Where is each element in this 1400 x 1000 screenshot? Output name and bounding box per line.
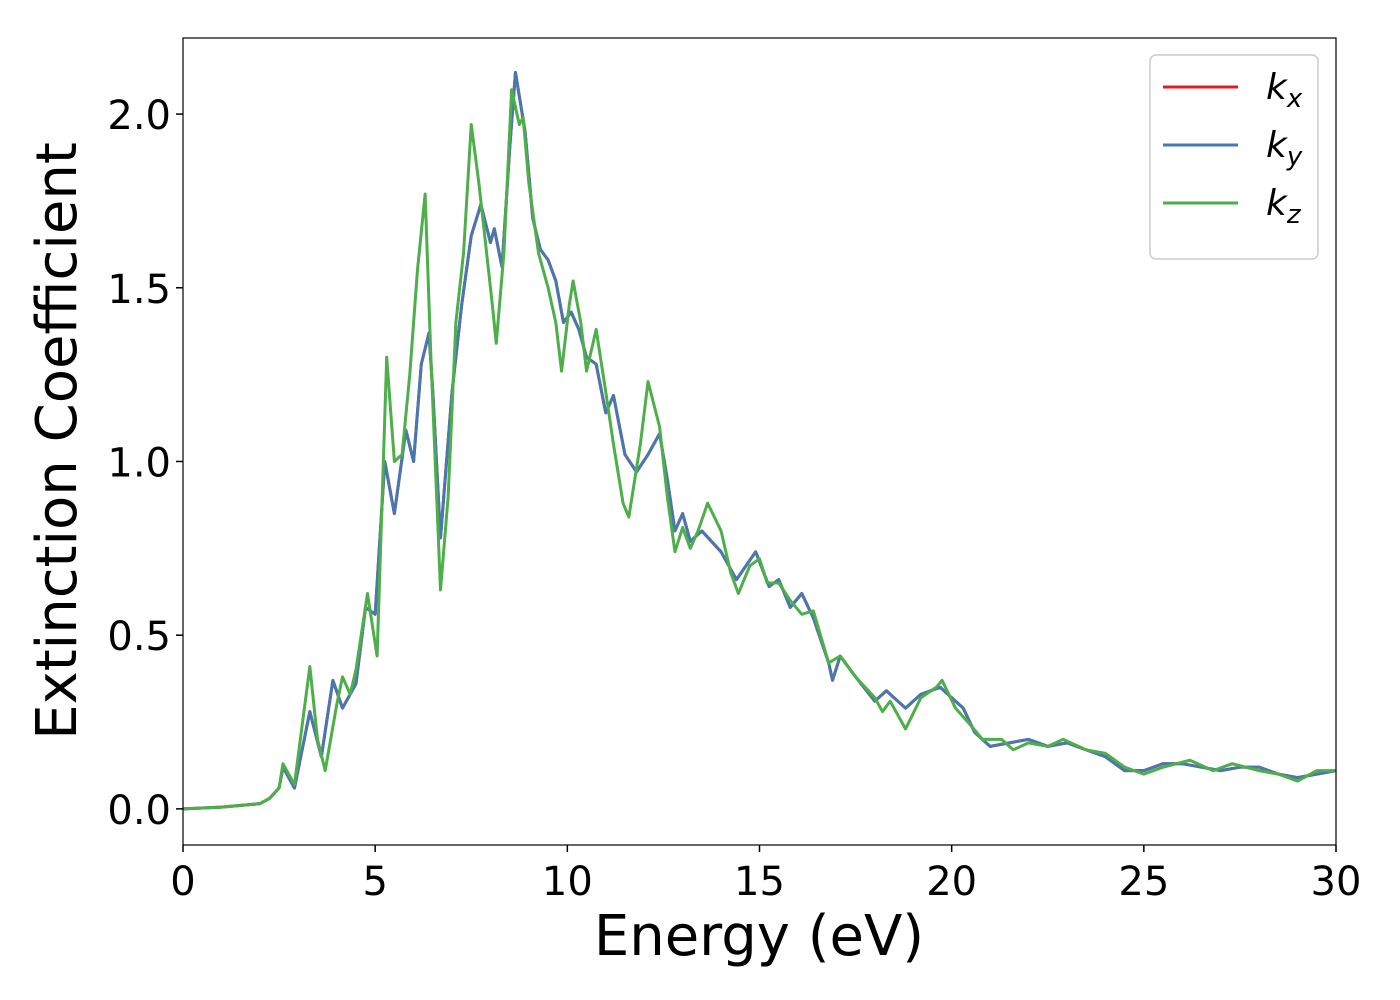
plot-frame xyxy=(182,37,1337,846)
x-tick-label: 15 xyxy=(734,859,785,905)
legend-box xyxy=(1149,54,1319,260)
legend-label: ky xyxy=(1266,125,1303,172)
legend-label: kz xyxy=(1266,183,1302,230)
x-tick-label: 20 xyxy=(926,859,977,905)
y-axis-label: Extinction Coefficient xyxy=(25,142,90,740)
y-tick-label: 1.5 xyxy=(107,267,171,313)
x-tick-label: 0 xyxy=(170,859,195,905)
y-tick-label: 1.0 xyxy=(107,440,171,486)
x-tick-label: 30 xyxy=(1311,859,1362,905)
x-tick-label: 10 xyxy=(542,859,593,905)
x-tick-label: 25 xyxy=(1118,859,1169,905)
legend-label: kx xyxy=(1266,67,1303,114)
y-tick-label: 0.0 xyxy=(107,788,171,834)
x-tick-label: 5 xyxy=(362,859,387,905)
y-tick-label: 2.0 xyxy=(107,93,171,139)
data-line xyxy=(183,88,1336,811)
y-tick-label: 0.5 xyxy=(107,614,171,660)
x-axis-label: Energy (eV) xyxy=(594,904,924,969)
